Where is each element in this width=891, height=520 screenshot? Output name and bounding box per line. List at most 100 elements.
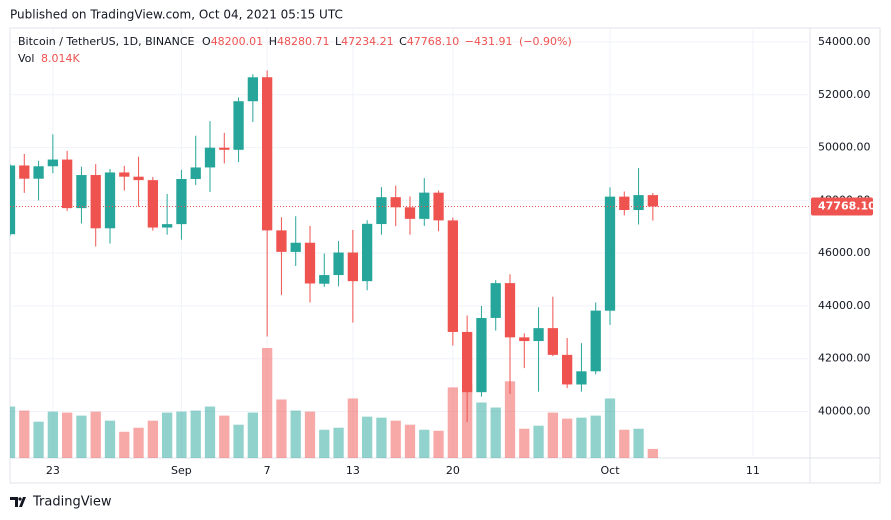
- candle-body: [262, 77, 273, 231]
- candle-body: [19, 165, 30, 179]
- candle-body: [547, 328, 558, 355]
- volume-legend: Vol 8.014K: [18, 52, 80, 65]
- candle-body: [104, 172, 116, 229]
- legend-key: Vol: [18, 52, 34, 65]
- candle-body: [490, 283, 501, 318]
- candle-body: [247, 77, 258, 102]
- candle-body: [304, 242, 316, 284]
- candle-body: [290, 242, 301, 252]
- volume-bar: [576, 417, 587, 458]
- y-tick-label: 44000.00: [818, 299, 871, 312]
- legend-change: −431.91: [465, 35, 513, 48]
- brand-logo: [10, 497, 26, 507]
- y-tick-label: 46000.00: [818, 246, 871, 259]
- candle-body: [33, 166, 44, 179]
- frame: [9, 27, 881, 484]
- volume-bar: [633, 428, 644, 458]
- volume-bar: [176, 411, 187, 458]
- x-tick-label: 11: [746, 464, 760, 477]
- volume-bar: [390, 420, 401, 458]
- volume-bar: [204, 406, 216, 458]
- candle-body: [362, 223, 373, 282]
- y-tick-label: 52000.00: [818, 88, 871, 101]
- candle-body: [190, 167, 201, 179]
- candle-body: [619, 196, 630, 211]
- last-price-box: [811, 197, 873, 216]
- candle-body: [376, 197, 387, 225]
- volume-bar: [647, 448, 658, 458]
- volume-bar: [33, 421, 44, 458]
- candle-body: [333, 252, 344, 276]
- y-tick-label: 42000.00: [818, 352, 871, 365]
- volume-bar: [76, 415, 87, 458]
- candle-body: [47, 159, 58, 167]
- x-tick-label: 13: [346, 464, 360, 477]
- last-price-label: 47768.10: [818, 199, 876, 212]
- volume-bar: [304, 411, 316, 458]
- legend-value: 48200.01: [211, 35, 264, 48]
- volume-bar: [247, 412, 258, 458]
- volume-bar: [104, 420, 116, 458]
- candle-body: [604, 196, 616, 311]
- legend-value: 48280.71: [277, 35, 330, 48]
- candle-body: [433, 192, 444, 221]
- volume-bar: [47, 411, 58, 458]
- candle-body: [162, 224, 173, 228]
- volume-bar: [133, 427, 144, 458]
- volume-bar: [604, 398, 616, 458]
- volume-bar: [190, 410, 201, 458]
- volume-bar: [404, 424, 416, 458]
- candle-body: [276, 230, 287, 252]
- x-tick-label: Oct: [600, 464, 620, 477]
- legend-key: L: [335, 35, 342, 48]
- legend-value: 8.014K: [41, 52, 80, 65]
- volume-bar: [119, 431, 130, 458]
- candle-body: [562, 354, 573, 385]
- volume-bar: [276, 399, 287, 458]
- volume-bar: [433, 430, 444, 458]
- candle-body: [62, 159, 73, 209]
- candle-body: [404, 207, 416, 219]
- x-tick-label: 23: [46, 464, 60, 477]
- volume-bar: [90, 411, 101, 458]
- candle-body: [233, 101, 244, 150]
- volume-bar: [147, 420, 158, 458]
- candle-body: [519, 337, 530, 342]
- volume-bar: [19, 410, 30, 458]
- legend-value: 47768.10: [407, 35, 460, 48]
- legend-value: 47234.21: [341, 35, 394, 48]
- candle-body: [590, 310, 601, 372]
- volume-bar: [319, 429, 330, 458]
- volume-bar: [533, 425, 544, 458]
- candle-body: [133, 176, 144, 181]
- y-tick-label: 50000.00: [818, 141, 871, 154]
- volume-bar: [333, 427, 344, 458]
- legend-key: H: [269, 35, 277, 48]
- candle-body: [447, 220, 458, 332]
- brand: TradingView: [32, 495, 112, 510]
- volume-bar: [262, 348, 273, 458]
- symbol: Bitcoin / TetherUS, 1D, BINANCE: [18, 35, 195, 48]
- candle-body: [576, 371, 587, 385]
- volume-bar: [547, 412, 558, 458]
- candle-body: [390, 197, 401, 208]
- volume-bar: [362, 416, 373, 458]
- volume-bar: [490, 407, 501, 458]
- candle-body: [419, 192, 430, 219]
- volume-bar: [590, 415, 601, 458]
- volume-bar: [162, 412, 173, 458]
- volume-bar: [504, 381, 516, 458]
- y-tick-label: 40000.00: [818, 405, 871, 418]
- candle-body: [76, 175, 87, 209]
- candle-body: [219, 147, 230, 150]
- legend-key: O: [202, 35, 211, 48]
- x-tick-label: 20: [446, 464, 460, 477]
- volume-bar: [290, 410, 301, 458]
- candle-body: [176, 178, 187, 225]
- candle-body: [10, 165, 16, 235]
- legend-key: C: [399, 35, 407, 48]
- candle-body: [476, 318, 487, 393]
- volume-bar: [347, 398, 358, 458]
- candle-body: [147, 180, 158, 228]
